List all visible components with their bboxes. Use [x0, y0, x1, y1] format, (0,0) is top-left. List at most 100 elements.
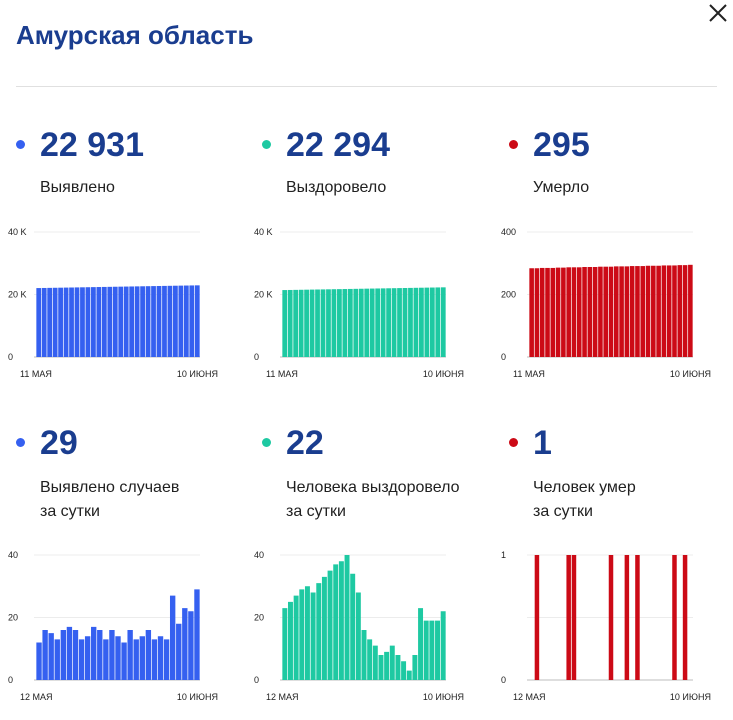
bar: [54, 639, 60, 680]
bar: [429, 620, 435, 680]
bar: [118, 286, 124, 357]
bar: [587, 267, 593, 357]
bar: [677, 265, 683, 357]
bar: [327, 570, 333, 680]
bar: [576, 267, 582, 357]
bar: [151, 286, 156, 357]
y-tick-label: 40 K: [8, 227, 27, 237]
bar: [163, 639, 170, 680]
y-tick-label: 0: [254, 352, 259, 362]
bar: [613, 266, 619, 357]
bar: [47, 287, 53, 357]
bar: [603, 266, 609, 357]
bar: [69, 287, 74, 357]
x-tick-label-start: 11 МАЯ: [20, 369, 52, 379]
bar: [413, 287, 419, 357]
chart-detected-total: 40 K 20 K 0 11 МАЯ 10 ИЮНЯ: [8, 227, 218, 379]
bar: [321, 576, 327, 680]
bar: [60, 630, 67, 680]
stat-card-recovered: 22 294 Выздоровело: [262, 120, 492, 420]
bar: [282, 290, 288, 357]
bar: [429, 287, 435, 357]
chart-detected-daily: 40 20 0 12 МАЯ 10 ИЮНЯ: [8, 550, 218, 702]
stat-value: 295: [533, 126, 590, 164]
stat-value: 1: [533, 424, 552, 462]
x-tick-label-start: 11 МАЯ: [266, 369, 298, 379]
stat-value: 22: [286, 424, 324, 462]
bar: [178, 285, 184, 357]
y-tick-label: 400: [501, 227, 516, 237]
status-dot-red: [509, 140, 518, 149]
bar: [121, 642, 127, 680]
bar: [372, 645, 378, 680]
bar: [145, 630, 152, 680]
stat-card-daily-deaths: 1 Человек умер за сутки: [509, 420, 733, 720]
stat-label: Выявлено случаев: [40, 479, 180, 496]
bar: [592, 267, 598, 357]
bar: [550, 267, 556, 357]
bar: [48, 633, 54, 680]
bar: [42, 630, 48, 680]
bar: [353, 288, 359, 357]
stat-card-daily-recovered: 22 Человека выздоровело за сутки: [262, 420, 492, 720]
bar: [91, 287, 96, 357]
bar: [688, 264, 693, 357]
bar: [304, 289, 309, 357]
bar: [109, 630, 115, 680]
bar: [169, 595, 176, 680]
bar: [182, 608, 188, 680]
close-icon[interactable]: [706, 1, 730, 25]
bar: [157, 636, 164, 680]
bar: [629, 266, 635, 357]
bar: [534, 268, 540, 357]
bar: [72, 630, 79, 680]
x-tick-label-end: 10 ИЮНЯ: [670, 369, 711, 379]
bar: [112, 286, 118, 357]
bar: [194, 285, 200, 357]
x-tick-label-end: 10 ИЮНЯ: [177, 369, 218, 379]
bar: [52, 287, 58, 357]
stat-label: Человека выздоровело: [286, 479, 460, 496]
bar: [380, 288, 386, 357]
bar: [107, 286, 113, 357]
bar: [389, 645, 395, 680]
y-tick-label: 40: [8, 550, 18, 560]
bar: [320, 289, 326, 357]
stat-label-sub: за сутки: [40, 503, 100, 520]
bar: [534, 555, 540, 680]
y-tick-label: 200: [501, 290, 516, 300]
bar: [566, 267, 571, 357]
bar: [401, 661, 407, 680]
bar: [326, 289, 331, 357]
stat-label: Выявлено: [40, 179, 115, 196]
bar: [139, 636, 145, 680]
bar: [36, 288, 42, 357]
bar: [364, 288, 370, 357]
y-tick-label: 20: [8, 613, 18, 623]
bar: [378, 655, 384, 680]
bar: [189, 285, 195, 357]
bar: [666, 265, 672, 357]
bar: [293, 289, 299, 357]
stat-value: 22 294: [286, 126, 390, 164]
y-tick-label: 20 K: [8, 290, 27, 300]
bar: [309, 289, 315, 357]
bar: [58, 287, 63, 357]
x-tick-label-end: 10 ИЮНЯ: [670, 692, 711, 702]
bar: [582, 267, 587, 357]
bar: [440, 287, 446, 357]
bar: [635, 266, 640, 357]
y-tick-label: 20: [254, 613, 264, 623]
page-title: Амурская область: [16, 20, 254, 50]
bar: [36, 642, 42, 680]
bar: [619, 266, 624, 357]
stat-label: Выздоровело: [286, 179, 387, 196]
bar: [682, 555, 688, 680]
chart-deaths-total: 400 200 0 11 МАЯ 10 ИЮНЯ: [501, 227, 711, 379]
bar: [74, 287, 80, 357]
y-tick-label: 40: [254, 550, 264, 560]
bar: [423, 620, 429, 680]
x-tick-label-end: 10 ИЮНЯ: [423, 369, 464, 379]
x-tick-label-start: 12 МАЯ: [266, 692, 299, 702]
stat-value: 22 931: [40, 126, 144, 164]
